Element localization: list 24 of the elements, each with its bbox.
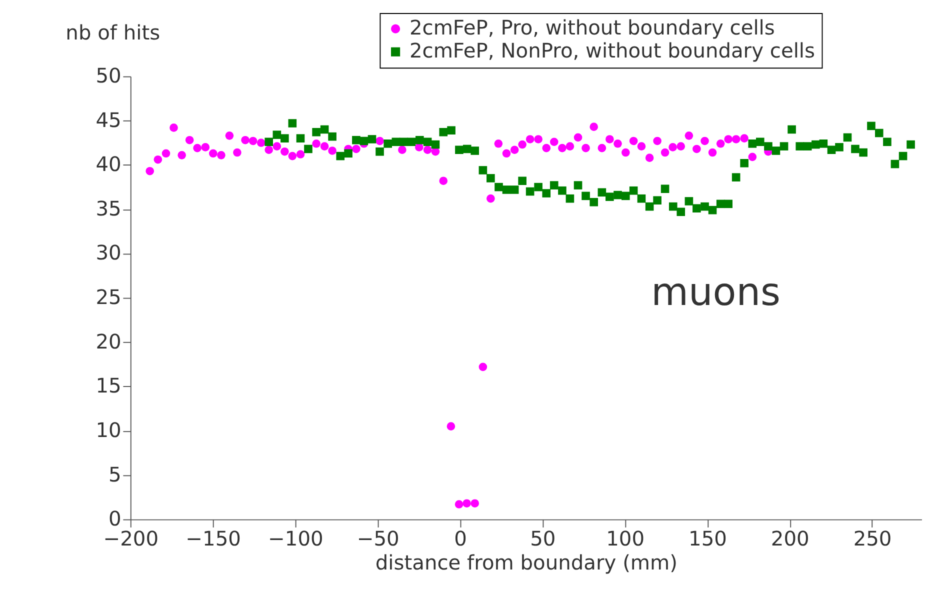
x-tick-label: 250 (853, 526, 892, 551)
x-tick-label: −100 (268, 526, 324, 551)
y-axis-title: nb of hits (66, 20, 160, 44)
x-tick-label: 150 (688, 526, 727, 551)
x-axis-title: distance from boundary (mm) (375, 550, 678, 575)
y-tick-label: 15 (96, 374, 122, 398)
annotation: muons (651, 270, 781, 315)
x-tick-label: −150 (186, 526, 241, 551)
y-tick-label: 20 (96, 329, 122, 354)
y-tick-label: 5 (108, 462, 122, 486)
x-tick-label: 100 (606, 526, 645, 551)
x-tick-label: 50 (530, 526, 556, 551)
y-tick-label: 35 (96, 196, 122, 220)
x-tick-label: 0 (454, 526, 467, 551)
y-tick-label: 40 (96, 152, 122, 176)
y-tick-label: 30 (96, 240, 122, 265)
y-tick-label: 25 (96, 285, 122, 310)
legend-label: 2cmFeP, Pro, without boundary cells (409, 16, 775, 40)
x-tick-label: 200 (770, 526, 810, 551)
y-tick-label: 45 (96, 108, 122, 132)
y-tick-label: 10 (96, 418, 122, 442)
y-tick-label: 50 (96, 64, 122, 88)
x-tick-label: −50 (356, 526, 400, 551)
legend-label: 2cmFeP, NonPro, without boundary cells (409, 38, 816, 63)
